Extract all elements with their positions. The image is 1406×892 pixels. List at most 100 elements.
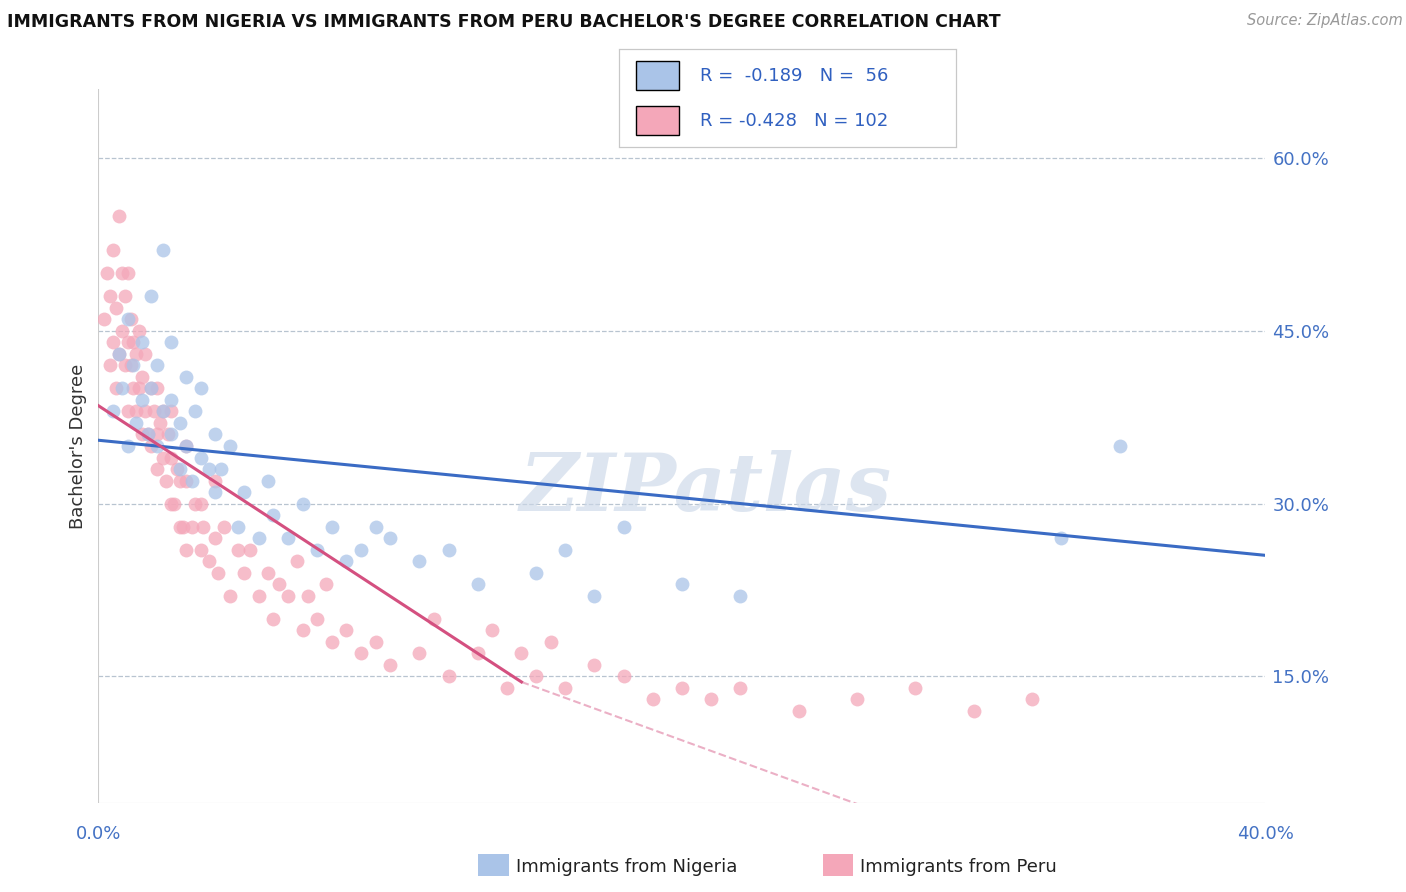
Point bbox=[239, 542, 262, 557]
Point bbox=[204, 485, 226, 500]
Point bbox=[146, 381, 169, 395]
Point bbox=[204, 531, 226, 545]
Point bbox=[190, 450, 212, 465]
Text: Immigrants from Nigeria: Immigrants from Nigeria bbox=[516, 858, 737, 876]
Point bbox=[335, 554, 357, 568]
Point bbox=[364, 634, 387, 648]
Point bbox=[204, 427, 226, 442]
Point bbox=[728, 589, 751, 603]
Point bbox=[904, 681, 927, 695]
Point bbox=[146, 427, 169, 442]
Point bbox=[228, 519, 250, 533]
Point bbox=[1050, 531, 1073, 545]
Point bbox=[174, 439, 197, 453]
Point bbox=[104, 381, 127, 395]
Point bbox=[481, 623, 503, 637]
Point bbox=[139, 381, 162, 395]
Point bbox=[495, 681, 517, 695]
Text: IMMIGRANTS FROM NIGERIA VS IMMIGRANTS FROM PERU BACHELOR'S DEGREE CORRELATION CH: IMMIGRANTS FROM NIGERIA VS IMMIGRANTS FR… bbox=[7, 13, 1001, 31]
Point bbox=[152, 450, 174, 465]
Point bbox=[131, 427, 153, 442]
Text: Source: ZipAtlas.com: Source: ZipAtlas.com bbox=[1247, 13, 1403, 29]
Point bbox=[247, 531, 270, 545]
Point bbox=[172, 519, 194, 533]
Point bbox=[321, 634, 343, 648]
Point bbox=[728, 681, 751, 695]
Point bbox=[128, 324, 150, 338]
Point bbox=[120, 359, 142, 373]
Point bbox=[101, 404, 124, 418]
Point bbox=[169, 416, 191, 430]
FancyBboxPatch shape bbox=[636, 106, 679, 136]
Point bbox=[111, 324, 134, 338]
Point bbox=[136, 427, 159, 442]
Point bbox=[146, 359, 169, 373]
Point bbox=[117, 266, 139, 280]
Point bbox=[98, 359, 121, 373]
Text: R = -0.428   N = 102: R = -0.428 N = 102 bbox=[700, 112, 887, 129]
Point bbox=[962, 704, 984, 718]
Point bbox=[510, 646, 533, 660]
Point bbox=[291, 497, 314, 511]
Point bbox=[1108, 439, 1130, 453]
Point bbox=[612, 519, 634, 533]
Point bbox=[612, 669, 634, 683]
Point bbox=[142, 404, 165, 418]
Point bbox=[131, 370, 153, 384]
Point bbox=[131, 392, 153, 407]
Point bbox=[467, 646, 489, 660]
Point bbox=[378, 531, 402, 545]
Point bbox=[277, 589, 299, 603]
Point bbox=[160, 450, 183, 465]
Point bbox=[198, 554, 221, 568]
Point bbox=[233, 566, 256, 580]
Point bbox=[139, 439, 162, 453]
Y-axis label: Bachelor's Degree: Bachelor's Degree bbox=[69, 363, 87, 529]
Point bbox=[285, 554, 308, 568]
Point bbox=[125, 347, 148, 361]
Point bbox=[136, 427, 159, 442]
Point bbox=[117, 404, 139, 418]
Point bbox=[256, 566, 278, 580]
Point bbox=[180, 474, 202, 488]
Point bbox=[198, 462, 221, 476]
Point bbox=[204, 474, 226, 488]
Point bbox=[315, 577, 337, 591]
Point bbox=[111, 381, 134, 395]
Point bbox=[160, 392, 183, 407]
Point bbox=[218, 439, 240, 453]
Point bbox=[155, 474, 177, 488]
Point bbox=[408, 554, 430, 568]
Point bbox=[269, 577, 291, 591]
Point bbox=[122, 359, 145, 373]
Point bbox=[277, 531, 299, 545]
Point bbox=[193, 519, 215, 533]
FancyBboxPatch shape bbox=[636, 61, 679, 90]
Point bbox=[207, 566, 229, 580]
Point bbox=[321, 519, 343, 533]
Point bbox=[641, 692, 664, 706]
Point bbox=[183, 404, 205, 418]
Point bbox=[134, 347, 156, 361]
Point bbox=[190, 381, 212, 395]
Point bbox=[108, 209, 131, 223]
Point bbox=[169, 519, 191, 533]
Point bbox=[583, 589, 606, 603]
Point bbox=[169, 462, 191, 476]
Point bbox=[146, 462, 169, 476]
Point bbox=[671, 577, 693, 591]
Point bbox=[104, 301, 127, 315]
Point bbox=[335, 623, 357, 637]
Point bbox=[291, 623, 314, 637]
Point bbox=[134, 404, 156, 418]
Point bbox=[122, 381, 145, 395]
Text: Immigrants from Peru: Immigrants from Peru bbox=[860, 858, 1057, 876]
Point bbox=[149, 416, 172, 430]
Point bbox=[152, 404, 174, 418]
Point bbox=[108, 347, 131, 361]
Point bbox=[583, 657, 606, 672]
Point bbox=[540, 634, 562, 648]
Point bbox=[152, 244, 174, 258]
Point bbox=[247, 589, 270, 603]
Point bbox=[364, 519, 387, 533]
